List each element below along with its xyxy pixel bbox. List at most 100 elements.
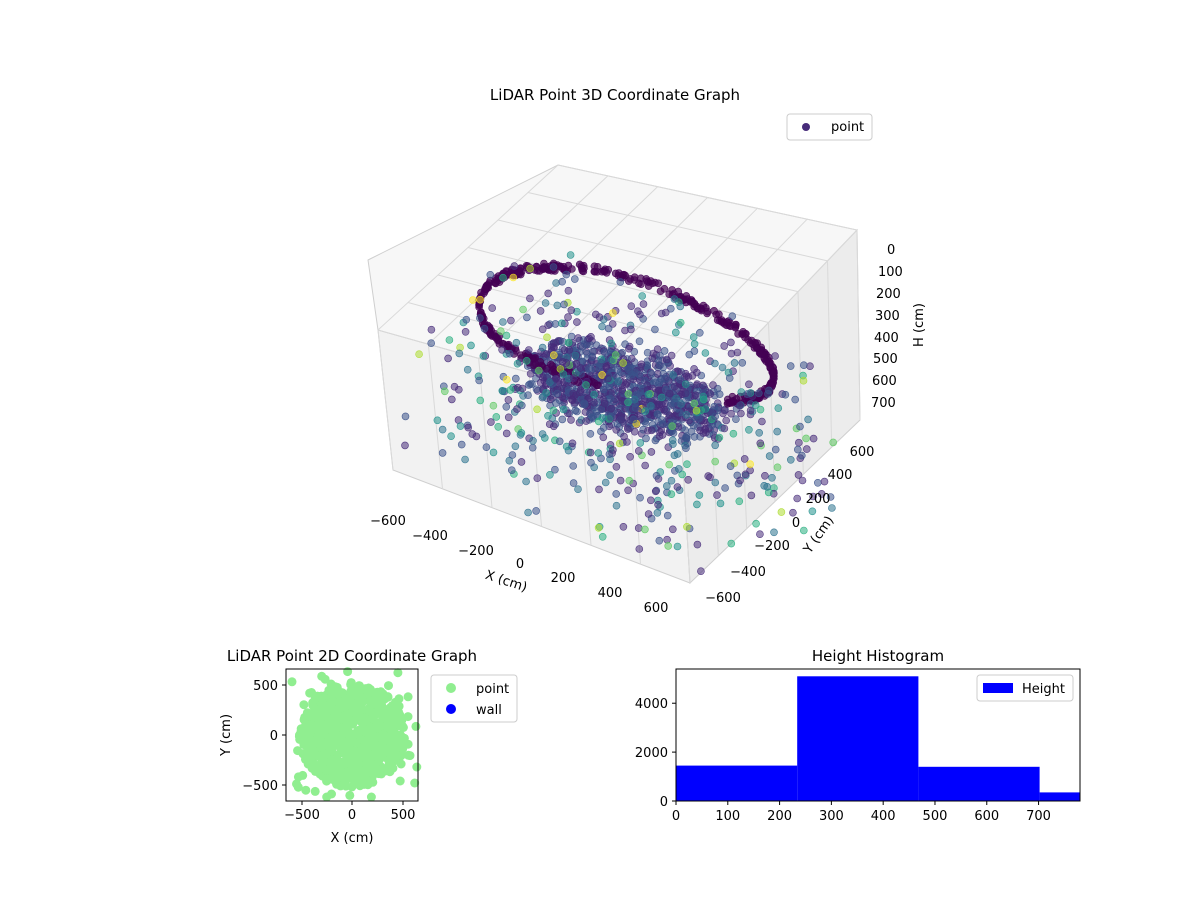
data-point: [657, 393, 666, 402]
data-point: [762, 357, 770, 366]
data-point: [389, 731, 399, 741]
y-tick-label: 2000: [635, 746, 668, 761]
data-point: [292, 779, 301, 789]
data-point: [646, 277, 655, 285]
data-point: [770, 368, 778, 377]
data-point: [546, 470, 554, 479]
y-tick-label: 4000: [635, 697, 668, 712]
data-point: [587, 458, 595, 467]
data-point: [498, 386, 507, 395]
data-point: [586, 448, 595, 457]
x-tick-label: 200: [767, 809, 792, 824]
data-point: [624, 390, 633, 398]
data-point: [319, 709, 329, 719]
data-point: [393, 668, 403, 678]
data-point: [651, 325, 659, 334]
data-point: [809, 492, 817, 501]
z-tick-label: 100: [878, 265, 903, 280]
data-point: [502, 331, 511, 340]
data-point: [350, 746, 360, 756]
data-point: [488, 304, 497, 312]
data-point: [703, 307, 712, 316]
data-point: [569, 374, 578, 383]
data-point: [538, 430, 547, 438]
data-point: [654, 500, 662, 509]
data-point: [504, 396, 513, 404]
x-tick-label: 100: [715, 809, 740, 824]
x-tick-label: 500: [923, 809, 948, 824]
data-point: [569, 389, 578, 398]
data-point: [598, 532, 607, 541]
data-point: [687, 297, 696, 306]
data-point: [817, 490, 826, 498]
data-point: [576, 388, 584, 397]
z-axis-label-3d: H (cm): [912, 303, 927, 347]
data-point: [828, 504, 836, 512]
data-point: [559, 370, 568, 378]
data-point: [718, 363, 727, 372]
y-tick-label: 400: [828, 468, 853, 483]
data-point: [365, 737, 374, 747]
data-point: [494, 422, 503, 431]
data-point: [299, 715, 309, 725]
data-point: [502, 429, 511, 438]
legend-2d-label-wall: wall: [476, 703, 502, 718]
data-point: [463, 365, 472, 374]
data-point: [745, 425, 753, 434]
data-point: [438, 449, 447, 457]
data-point: [681, 389, 690, 398]
legend-3d-label: point: [831, 120, 864, 135]
data-point: [715, 310, 723, 319]
data-point: [678, 470, 687, 479]
x-tick-label: 600: [974, 809, 999, 824]
data-point: [326, 679, 336, 689]
data-point: [663, 511, 672, 520]
data-point: [648, 354, 657, 363]
data-point: [457, 440, 466, 449]
data-point: [618, 386, 627, 394]
data-point: [709, 381, 717, 389]
data-point: [343, 667, 353, 677]
data-point: [667, 476, 676, 485]
data-point: [716, 499, 725, 508]
legend-2d: point wall: [430, 674, 518, 723]
chart-3d: LiDAR Point 3D Coordinate Graph −600 −40…: [367, 86, 927, 616]
data-point: [715, 433, 724, 442]
data-point: [482, 443, 491, 452]
data-point: [607, 413, 615, 421]
data-point: [622, 380, 630, 389]
data-point: [799, 361, 808, 370]
data-point: [542, 350, 551, 358]
data-point: [826, 493, 835, 501]
data-point: [735, 401, 744, 410]
data-point: [391, 704, 401, 714]
x-tick-label: −200: [458, 544, 494, 559]
data-point: [711, 412, 720, 421]
data-point: [309, 712, 318, 722]
data-point: [598, 414, 607, 422]
data-point: [635, 337, 644, 346]
data-point: [385, 714, 395, 724]
data-point: [345, 790, 355, 800]
data-point: [699, 392, 708, 401]
data-point: [456, 422, 465, 430]
data-point: [631, 404, 640, 412]
data-point: [511, 442, 520, 451]
legend-2d-marker-point: [446, 683, 456, 693]
data-point: [569, 479, 578, 487]
data-point: [502, 375, 511, 384]
data-point: [593, 262, 602, 271]
data-point: [330, 735, 340, 744]
data-point: [651, 487, 660, 496]
data-point: [322, 776, 332, 786]
x-tick-label: −400: [412, 529, 448, 544]
data-point: [546, 395, 555, 404]
data-point: [410, 778, 420, 788]
data-point: [641, 525, 649, 534]
data-point: [614, 377, 623, 386]
data-point: [793, 445, 802, 454]
data-point: [745, 380, 753, 389]
data-point: [746, 460, 755, 469]
data-point: [331, 759, 341, 769]
data-point: [669, 371, 678, 379]
